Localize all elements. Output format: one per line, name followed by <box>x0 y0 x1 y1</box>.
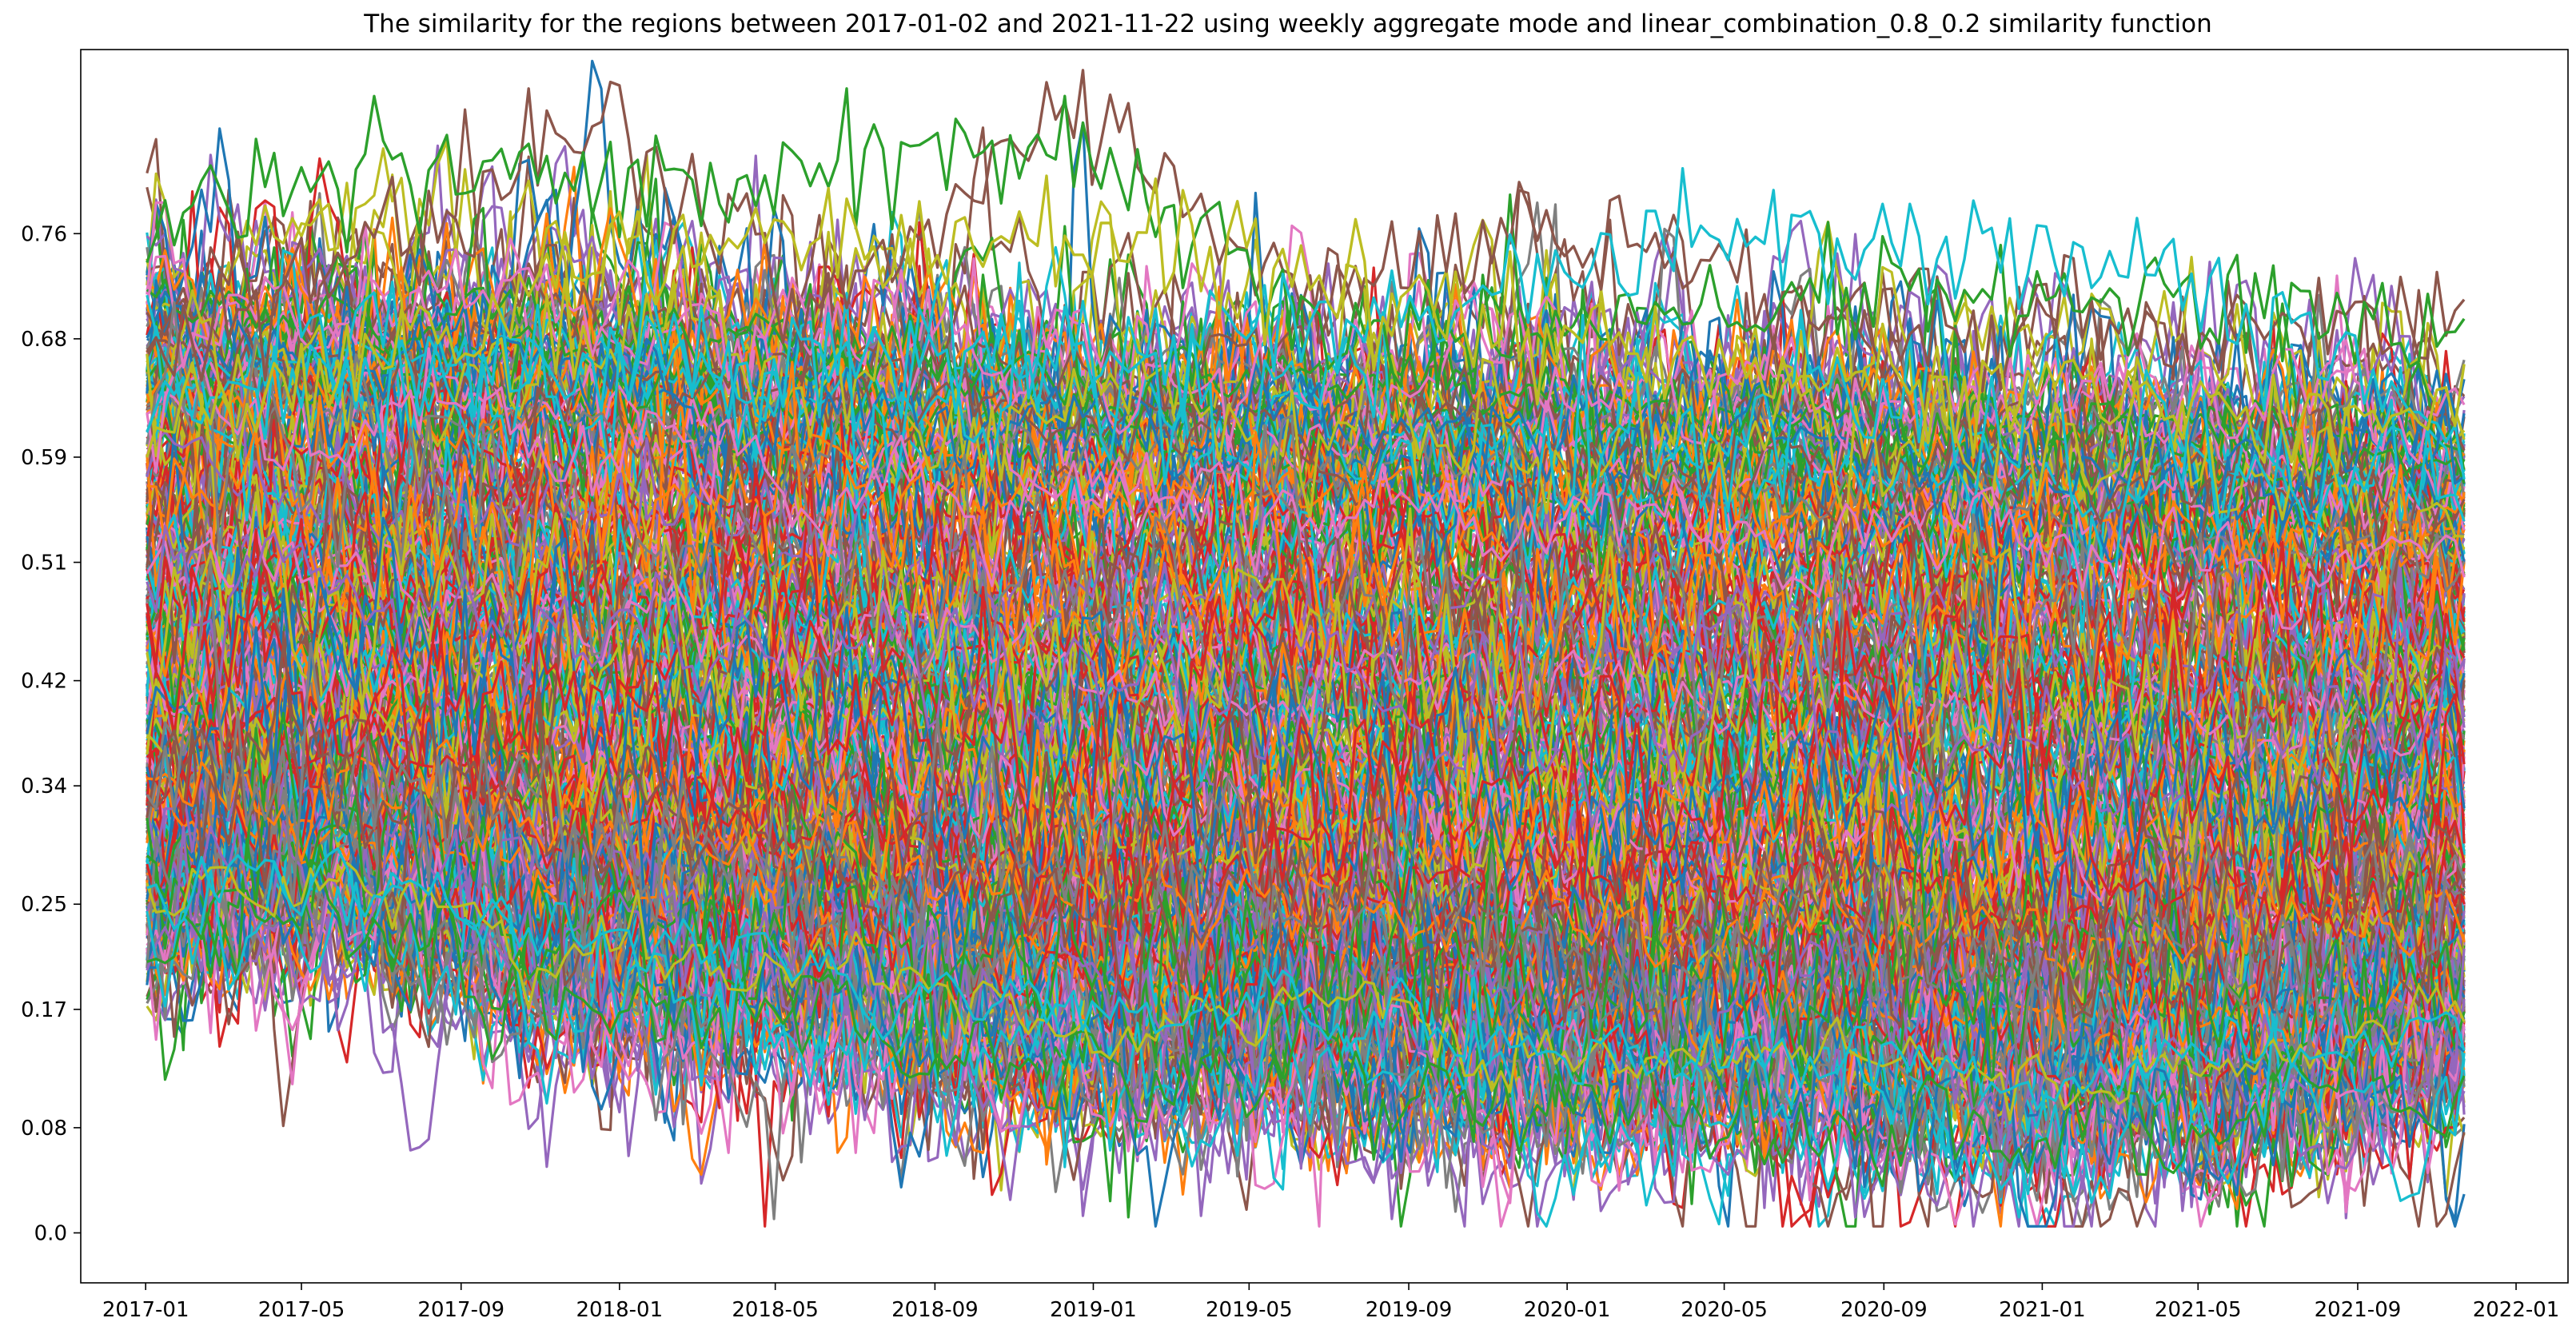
series-line <box>146 721 2465 1042</box>
series-line <box>146 858 2466 1188</box>
y-tick-label: 0.42 <box>21 670 67 694</box>
x-tick-label: 2017-09 <box>417 1298 504 1322</box>
series-line-outlier <box>146 87 2466 395</box>
series-line-outlier <box>146 174 2466 475</box>
series-line-outlier <box>146 69 2466 393</box>
series-line <box>146 644 2466 1052</box>
x-tick-label: 2018-05 <box>732 1298 819 1322</box>
y-tick-label: 0.76 <box>21 222 67 246</box>
y-tick-label: 0.51 <box>21 552 67 575</box>
series-line <box>146 301 2466 905</box>
series-line <box>146 528 2466 942</box>
x-tick-label: 2021-01 <box>1999 1298 2086 1322</box>
x-axis: 2017-01 2017-05 2017-09 2018-01 2018-05 2018-… <box>102 1283 2560 1322</box>
x-tick-label: 2021-05 <box>2155 1298 2242 1322</box>
y-tick-label: 0.17 <box>21 998 67 1022</box>
series-line <box>146 768 2466 1228</box>
series-line <box>146 430 2466 717</box>
series-line <box>146 318 2466 538</box>
series-layer <box>146 59 2466 1228</box>
x-tick-label: 2022-01 <box>2473 1298 2560 1322</box>
series-line <box>146 612 2466 933</box>
series-line <box>146 271 2466 607</box>
series-line <box>146 631 2466 1037</box>
x-tick-label: 2020-09 <box>1840 1298 1928 1322</box>
y-tick-label: 0.08 <box>21 1117 67 1141</box>
x-tick-label: 2018-01 <box>576 1298 664 1322</box>
series-line <box>146 860 2466 1228</box>
x-tick-label: 2017-05 <box>258 1298 345 1322</box>
x-tick-label: 2020-01 <box>1524 1298 1611 1322</box>
series-line <box>146 229 2465 587</box>
y-tick-label: 0.34 <box>21 775 67 798</box>
series-line <box>146 691 2466 955</box>
x-tick-label: 2019-01 <box>1050 1298 1137 1322</box>
y-tick-label: 0.68 <box>21 328 67 352</box>
series-line <box>146 360 2466 746</box>
series-line <box>146 336 2466 631</box>
plot-frame <box>80 49 2569 1284</box>
series-line <box>146 285 2466 529</box>
x-tick-label: 2017-01 <box>102 1298 189 1322</box>
series-line-outlier <box>146 167 2466 480</box>
series-line <box>146 491 2466 855</box>
series-line <box>146 344 2466 589</box>
y-axis: 0.0 0.08 0.17 0.25 0.34 0.42 0.51 0.59 0.68 0.76 <box>21 222 81 1245</box>
x-tick-label: 2019-05 <box>1206 1298 1293 1322</box>
x-tick-label: 2018-09 <box>891 1298 979 1322</box>
x-tick-label: 2019-09 <box>1366 1298 1453 1322</box>
series-line <box>146 524 2466 828</box>
x-tick-label: 2020-05 <box>1681 1298 1768 1322</box>
series-line <box>146 683 2466 993</box>
chart-title: The similarity for the regions between 2… <box>364 10 2212 38</box>
series-line <box>146 846 2466 1111</box>
y-tick-label: 0.25 <box>21 893 67 917</box>
series-line <box>146 676 2466 1157</box>
series-line <box>146 737 2466 1053</box>
y-tick-label: 0.0 <box>34 1221 67 1245</box>
x-tick-label: 2021-09 <box>2315 1298 2402 1322</box>
series-line <box>146 277 2466 484</box>
series-line <box>146 861 2466 1121</box>
series-line <box>146 327 2466 532</box>
series-line <box>146 468 2466 844</box>
series-line <box>146 248 2466 464</box>
y-tick-label: 0.59 <box>21 446 67 470</box>
series-line <box>146 559 2466 1118</box>
